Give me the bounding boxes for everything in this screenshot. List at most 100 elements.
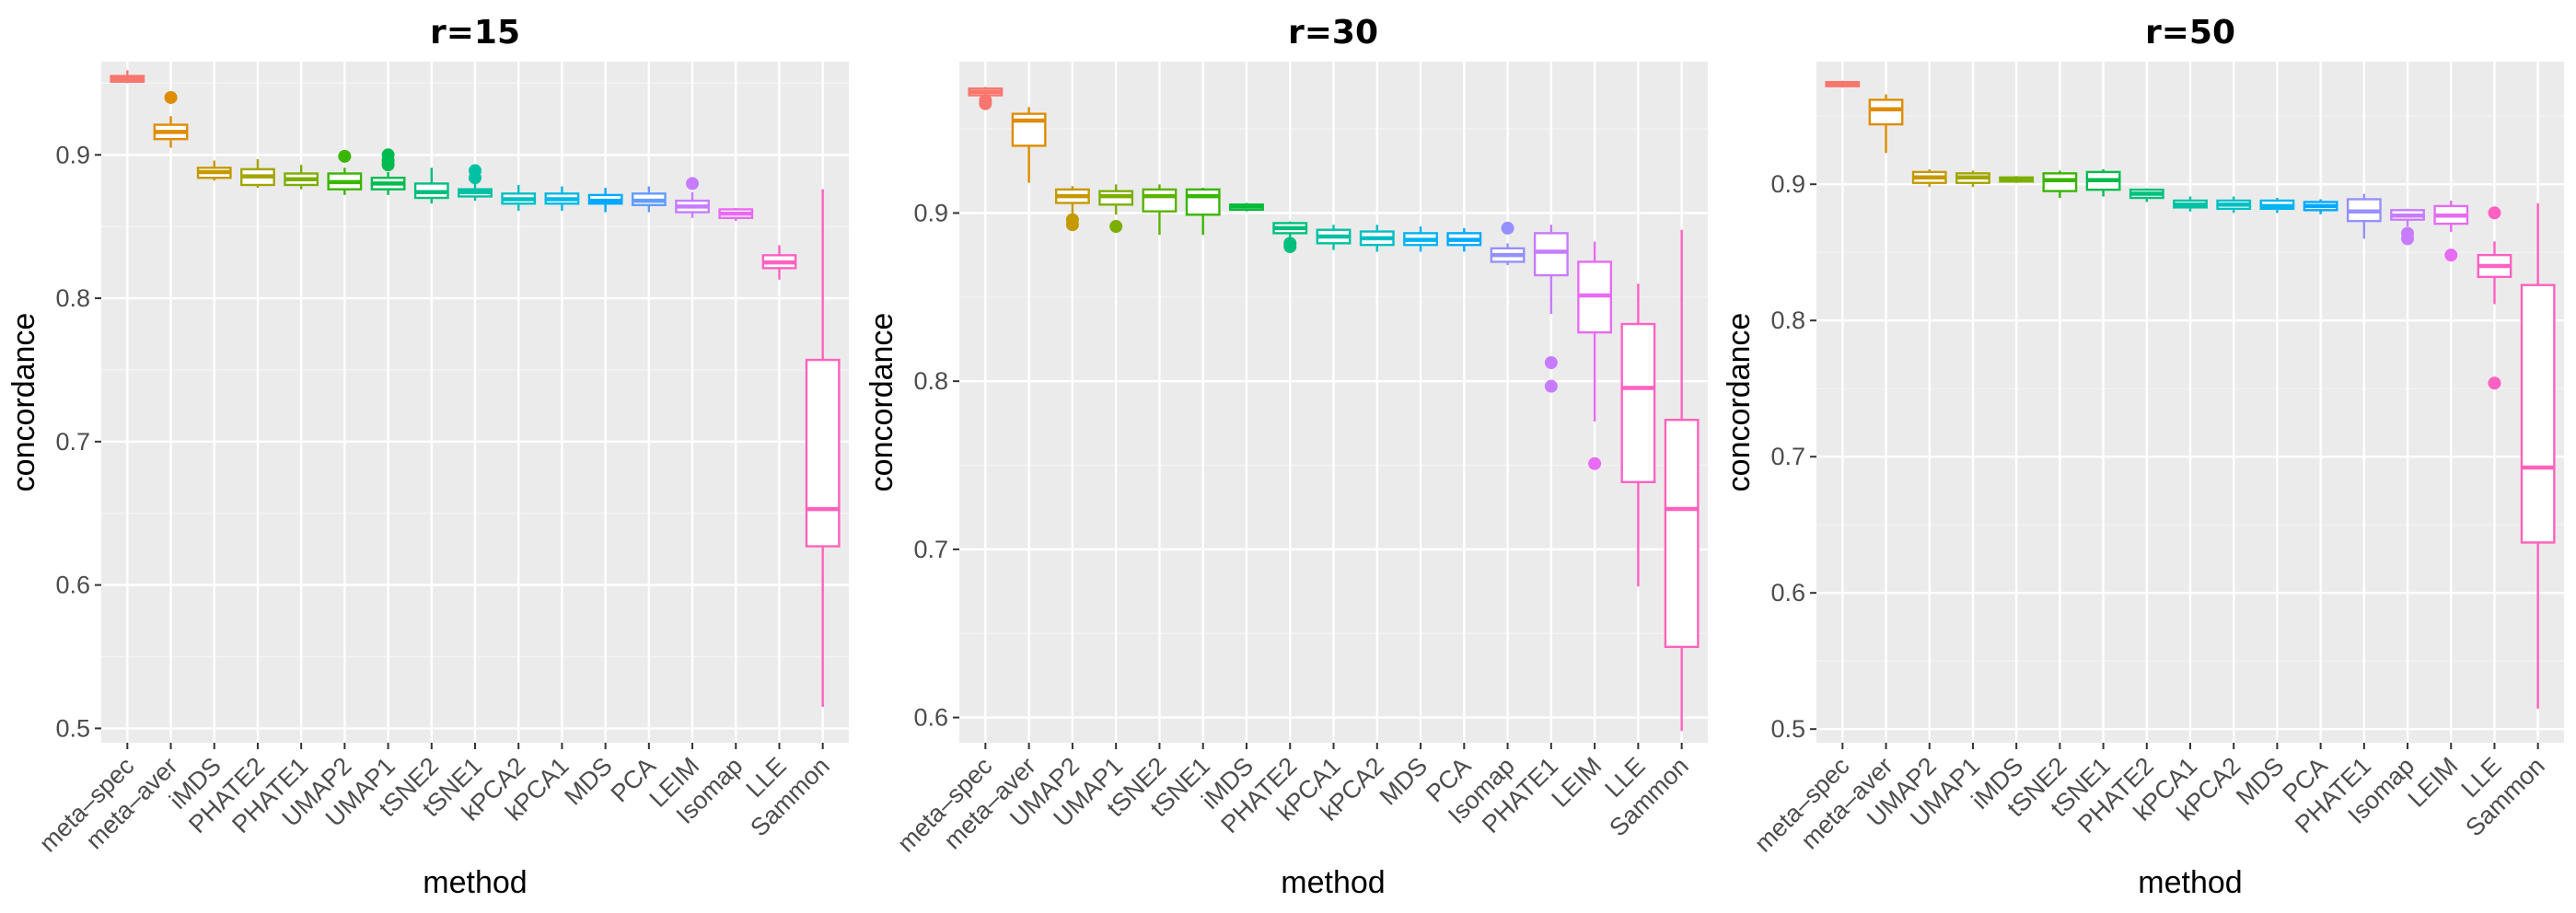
box: [1142, 188, 1178, 213]
box: [805, 358, 841, 548]
boxplot-marks: [1825, 80, 2556, 709]
boxplot-phate1: [284, 165, 319, 190]
x-axis-title: method: [2138, 865, 2242, 900]
boxplot-tsne1: [458, 164, 493, 202]
boxplot-sammon: [2520, 202, 2556, 709]
boxplot-umap2: [1911, 168, 1947, 188]
y-tick-label: 0.8: [913, 367, 948, 395]
boxplot-imds: [1229, 202, 1264, 212]
outlier-point: [1109, 220, 1123, 234]
outlier-point: [2488, 206, 2501, 220]
outlier-point: [1588, 456, 1602, 470]
boxplot-pca: [1446, 227, 1482, 252]
boxplot-umap2: [1054, 186, 1090, 232]
box: [1868, 98, 1904, 126]
boxplot-umap1: [1955, 170, 1990, 188]
y-axis-title: concordance: [6, 313, 41, 492]
y-tick-label: 0.8: [55, 284, 90, 312]
boxplot-pca: [631, 186, 667, 213]
boxplot-kpca2: [1359, 225, 1395, 252]
y-axis-title: concordance: [864, 313, 899, 492]
outlier-point: [1065, 213, 1079, 226]
boxplot-marks: [110, 70, 841, 708]
y-tick-label: 0.5: [1770, 715, 1805, 743]
y-tick-label: 0.7: [55, 428, 90, 456]
boxplot-isomap: [1490, 221, 1526, 266]
boxplot-marks: [968, 87, 1700, 732]
boxplot-imds: [196, 160, 232, 181]
boxplot-umap2: [327, 149, 363, 195]
boxplot-meta-spec: [1825, 80, 1861, 88]
outlier-point: [979, 94, 992, 108]
box: [2520, 283, 2556, 544]
boxplot-phate1: [2346, 193, 2382, 239]
boxplot-phate2: [1272, 221, 1308, 253]
y-tick-label: 0.7: [1770, 443, 1805, 470]
outlier-point: [1544, 356, 1558, 370]
boxplot-pca: [2303, 199, 2338, 214]
y-tick-label: 0.9: [55, 141, 90, 168]
boxplot-kpca1: [2173, 196, 2208, 212]
boxplot-phate2: [240, 158, 275, 189]
boxplot-kpca2: [501, 184, 537, 212]
x-axis-title: method: [423, 865, 527, 900]
boxplot-kpca2: [2216, 196, 2252, 214]
boxplot-tsne2: [1142, 184, 1178, 236]
outlier-point: [381, 148, 395, 162]
x-tick-label: LEIM: [2403, 752, 2464, 813]
y-tick-label: 0.5: [55, 714, 90, 742]
boxplot-leim: [2433, 200, 2469, 262]
x-tick-label: MDS: [1375, 752, 1433, 811]
boxplot-phate2: [2129, 188, 2164, 202]
boxplot-meta-aver: [1868, 94, 1904, 154]
boxplot-kpca1: [1316, 225, 1352, 250]
boxplot-meta-aver: [153, 90, 189, 148]
y-tick-label: 0.9: [913, 199, 948, 226]
boxplot-mds: [1403, 226, 1438, 252]
gridlines: [101, 62, 849, 743]
boxplot-umap1: [1098, 184, 1134, 234]
y-axis-ticks: 0.5 0.6 0.7 0.8 0.9: [1770, 170, 1816, 743]
boxplot-tsne1: [2085, 168, 2121, 197]
y-tick-label: 0.9: [1770, 170, 1805, 198]
box: [1620, 322, 1656, 483]
boxplot-tsne1: [1185, 188, 1221, 236]
chart-title: r=15: [430, 14, 520, 52]
chart-title: r=50: [2145, 14, 2235, 52]
panel-r15: 0.5 0.6 0.7 0.8 0.9 meta–specmeta–averiMDSPH…: [6, 14, 849, 900]
x-axis-ticks: meta–specmeta–averUMAP2UMAP1tSNE2tSNE1iM…: [892, 743, 1694, 858]
boxplot-lle: [1620, 283, 1656, 587]
boxplot-lle: [761, 245, 797, 280]
box: [1185, 188, 1221, 216]
boxplot-sammon: [805, 189, 841, 708]
y-tick-label: 0.6: [1770, 579, 1805, 607]
box: [1533, 232, 1569, 277]
boxplot-lle: [2477, 206, 2512, 390]
x-tick-label: MDS: [2231, 752, 2290, 811]
y-axis-ticks: 0.6 0.7 0.8 0.9: [913, 199, 959, 732]
boxplot-mds: [587, 188, 623, 213]
y-axis-title: concordance: [1722, 313, 1757, 492]
boxplot-meta-spec: [968, 87, 1004, 110]
outlier-point: [2444, 248, 2458, 262]
boxplot-mds: [2259, 198, 2295, 214]
outlier-point: [164, 90, 178, 104]
boxplot-isomap: [2390, 208, 2425, 246]
outlier-point: [469, 164, 482, 178]
y-tick-label: 0.8: [1770, 306, 1805, 334]
y-tick-label: 0.6: [913, 704, 948, 732]
x-tick-label: MDS: [559, 752, 618, 811]
boxplot-meta-aver: [1011, 107, 1047, 183]
boxplot-umap1: [370, 148, 406, 195]
gridlines: [1816, 62, 2564, 743]
panel-r50: 0.5 0.6 0.7 0.8 0.9 meta–specmeta–averUMAP2U…: [1722, 14, 2564, 900]
boxplot-sammon: [1664, 229, 1700, 732]
outlier-point: [2401, 226, 2415, 240]
x-axis-ticks: meta–specmeta–averUMAP2UMAP1iMDStSNE2tSN…: [1749, 743, 2550, 858]
outlier-point: [1544, 379, 1558, 393]
outlier-point: [338, 149, 352, 163]
boxplot-imds: [1999, 176, 2035, 183]
y-tick-label: 0.7: [913, 536, 948, 563]
box: [1664, 418, 1700, 649]
